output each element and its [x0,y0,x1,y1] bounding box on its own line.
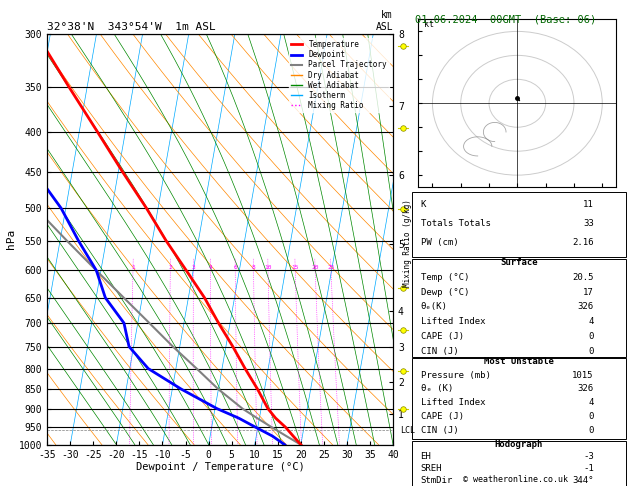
Bar [412,358,626,439]
Text: Most Unstable: Most Unstable [484,357,554,366]
Y-axis label: hPa: hPa [6,229,16,249]
Text: 4: 4 [588,399,594,407]
Text: K: K [421,200,426,209]
Text: 326: 326 [577,384,594,394]
Text: Temp (°C): Temp (°C) [421,273,469,282]
Text: 4: 4 [209,265,213,270]
Text: 0: 0 [588,347,594,356]
Text: Mixing Ratio (g/kg): Mixing Ratio (g/kg) [403,199,412,287]
Bar [412,259,626,357]
Text: 10: 10 [264,265,272,270]
Text: Surface: Surface [500,258,538,267]
Text: © weatheronline.co.uk: © weatheronline.co.uk [464,474,568,484]
Text: 326: 326 [577,302,594,312]
Text: 1: 1 [131,265,135,270]
Text: 15: 15 [291,265,299,270]
Text: 2: 2 [169,265,172,270]
Text: 0: 0 [588,412,594,421]
Text: 0: 0 [588,332,594,341]
Text: Lifted Index: Lifted Index [421,317,485,326]
Text: CIN (J): CIN (J) [421,426,458,434]
Text: 20.5: 20.5 [572,273,594,282]
Text: θₑ(K): θₑ(K) [421,302,447,312]
Text: km
ASL: km ASL [376,10,393,32]
Text: -1: -1 [583,464,594,473]
Bar [412,441,626,486]
Text: Lifted Index: Lifted Index [421,399,485,407]
Text: 4: 4 [588,317,594,326]
Text: StmDir: StmDir [421,476,453,485]
Text: CIN (J): CIN (J) [421,347,458,356]
Text: 344°: 344° [572,476,594,485]
Text: 20: 20 [311,265,319,270]
Text: 1015: 1015 [572,371,594,380]
Text: 0: 0 [588,426,594,434]
Text: 6: 6 [233,265,237,270]
Text: SREH: SREH [421,464,442,473]
Text: Totals Totals: Totals Totals [421,219,491,228]
X-axis label: Dewpoint / Temperature (°C): Dewpoint / Temperature (°C) [136,462,304,472]
Text: Hodograph: Hodograph [495,440,543,449]
Legend: Temperature, Dewpoint, Parcel Trajectory, Dry Adiabat, Wet Adiabat, Isotherm, Mi: Temperature, Dewpoint, Parcel Trajectory… [289,38,389,112]
Text: 01.06.2024  00GMT  (Base: 06): 01.06.2024 00GMT (Base: 06) [415,15,596,25]
Text: -3: -3 [583,452,594,461]
Text: 8: 8 [252,265,255,270]
Text: 17: 17 [583,288,594,296]
Text: 33: 33 [583,219,594,228]
Text: 32°38'N  343°54'W  1m ASL: 32°38'N 343°54'W 1m ASL [47,22,216,32]
Text: Dewp (°C): Dewp (°C) [421,288,469,296]
Text: 3: 3 [192,265,196,270]
Text: θₑ (K): θₑ (K) [421,384,453,394]
Text: 25: 25 [327,265,335,270]
Text: 11: 11 [583,200,594,209]
Text: CAPE (J): CAPE (J) [421,332,464,341]
Bar [412,192,626,258]
Text: 2.16: 2.16 [572,238,594,247]
Text: LCL: LCL [400,426,415,434]
Text: Pressure (mb): Pressure (mb) [421,371,491,380]
Text: EH: EH [421,452,431,461]
Text: kt: kt [424,19,434,29]
Text: CAPE (J): CAPE (J) [421,412,464,421]
Text: PW (cm): PW (cm) [421,238,458,247]
